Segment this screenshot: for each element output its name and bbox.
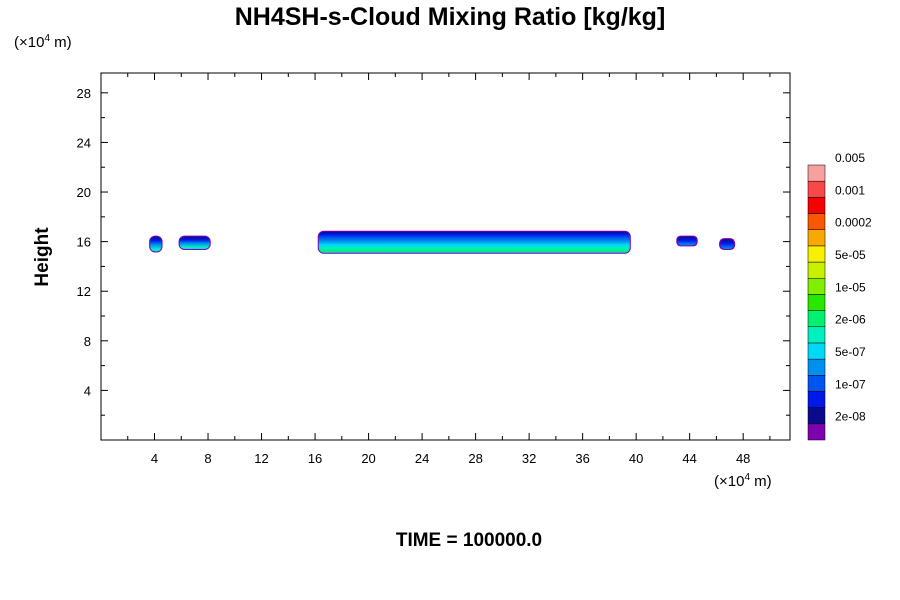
x-tick-label: 4 <box>151 451 158 466</box>
y-unit-exponent: 4 <box>44 33 51 44</box>
chart-title: NH4SH-s-Cloud Mixing Ratio [kg/kg] <box>234 3 666 31</box>
x-unit-exponent: 4 <box>744 472 751 483</box>
colorbar-swatch <box>807 391 826 408</box>
y-axis: 4 8 12 16 20 24 28 <box>77 86 790 416</box>
y-tick-label: 12 <box>77 284 91 299</box>
colorbar-swatch <box>807 180 826 198</box>
colorbar-swatch <box>807 423 826 441</box>
cloud-region <box>719 238 736 251</box>
x-tick-label: 40 <box>629 451 643 466</box>
colorbar-label: 0.005 <box>835 151 865 165</box>
colorbar-swatch <box>807 358 826 376</box>
x-tick-label: 44 <box>682 451 696 466</box>
time-label: TIME = 100000.0 <box>395 530 543 551</box>
y-tick-label: 8 <box>84 334 91 349</box>
cloud-region <box>178 235 211 251</box>
colorbar-label: 2e-06 <box>835 313 866 327</box>
colorbar-swatch <box>807 294 826 311</box>
colorbar-swatch <box>807 261 826 279</box>
colorbar-swatch <box>807 375 826 392</box>
colorbar-label: 0.001 <box>835 183 865 197</box>
colorbar-swatch <box>807 164 826 182</box>
y-axis-label: Height <box>32 227 53 287</box>
cloud-body <box>150 236 162 252</box>
y-tick-label: 24 <box>77 135 91 150</box>
cloud-region <box>149 235 163 253</box>
colorbar-swatch <box>807 277 826 295</box>
colorbar-swatch <box>807 229 826 247</box>
y-tick-label: 16 <box>77 235 91 250</box>
cloud-region <box>317 230 631 254</box>
y-tick-label: 4 <box>84 383 91 398</box>
x-axis-unit: (×104 m) <box>714 472 772 490</box>
y-unit-suffix: m) <box>50 34 72 51</box>
colorbar-label: 1e-05 <box>835 280 866 294</box>
colorbar-swatch <box>807 326 826 344</box>
colorbar-swatch <box>807 407 826 425</box>
colorbar-label: 2e-08 <box>835 410 866 424</box>
x-tick-label: 8 <box>204 451 211 466</box>
cloud-body <box>318 231 630 253</box>
colorbar-swatch <box>807 245 826 263</box>
colorbar-label: 5e-05 <box>835 248 866 262</box>
x-tick-label: 20 <box>361 451 375 466</box>
cloud-body <box>677 236 697 246</box>
colorbar-label: 1e-07 <box>835 377 866 391</box>
cloud-field <box>149 230 736 254</box>
y-unit-prefix: (×10 <box>14 34 45 51</box>
x-tick-label: 48 <box>736 451 750 466</box>
y-tick-label: 28 <box>77 86 91 101</box>
colorbar-label: 0.0002 <box>835 216 872 230</box>
plot-frame <box>100 72 791 441</box>
x-unit-prefix: (×10 <box>714 473 745 490</box>
y-axis-unit: (×104 m) <box>14 33 72 51</box>
x-tick-label: 16 <box>308 451 322 466</box>
x-tick-label: 28 <box>468 451 482 466</box>
colorbar: 2e-08 1e-07 5e-07 2e-06 1e-05 5e-05 0.0002 0.00… <box>807 151 872 441</box>
x-axis: 4 8 12 16 20 24 28 32 36 40 44 48 <box>127 73 771 466</box>
y-tick-label: 20 <box>77 185 91 200</box>
x-unit-suffix: m) <box>750 473 772 490</box>
colorbar-swatch <box>807 310 826 328</box>
colorbar-swatch <box>807 342 826 360</box>
cloud-region <box>676 235 698 247</box>
colorbar-label: 5e-07 <box>835 345 866 359</box>
x-tick-label: 24 <box>415 451 429 466</box>
x-tick-label: 32 <box>522 451 536 466</box>
x-tick-label: 36 <box>575 451 589 466</box>
colorbar-swatch <box>807 197 826 214</box>
cloud-body <box>179 236 210 250</box>
x-tick-label: 12 <box>254 451 268 466</box>
colorbar-swatch <box>807 213 826 230</box>
cloud-body <box>720 239 735 250</box>
